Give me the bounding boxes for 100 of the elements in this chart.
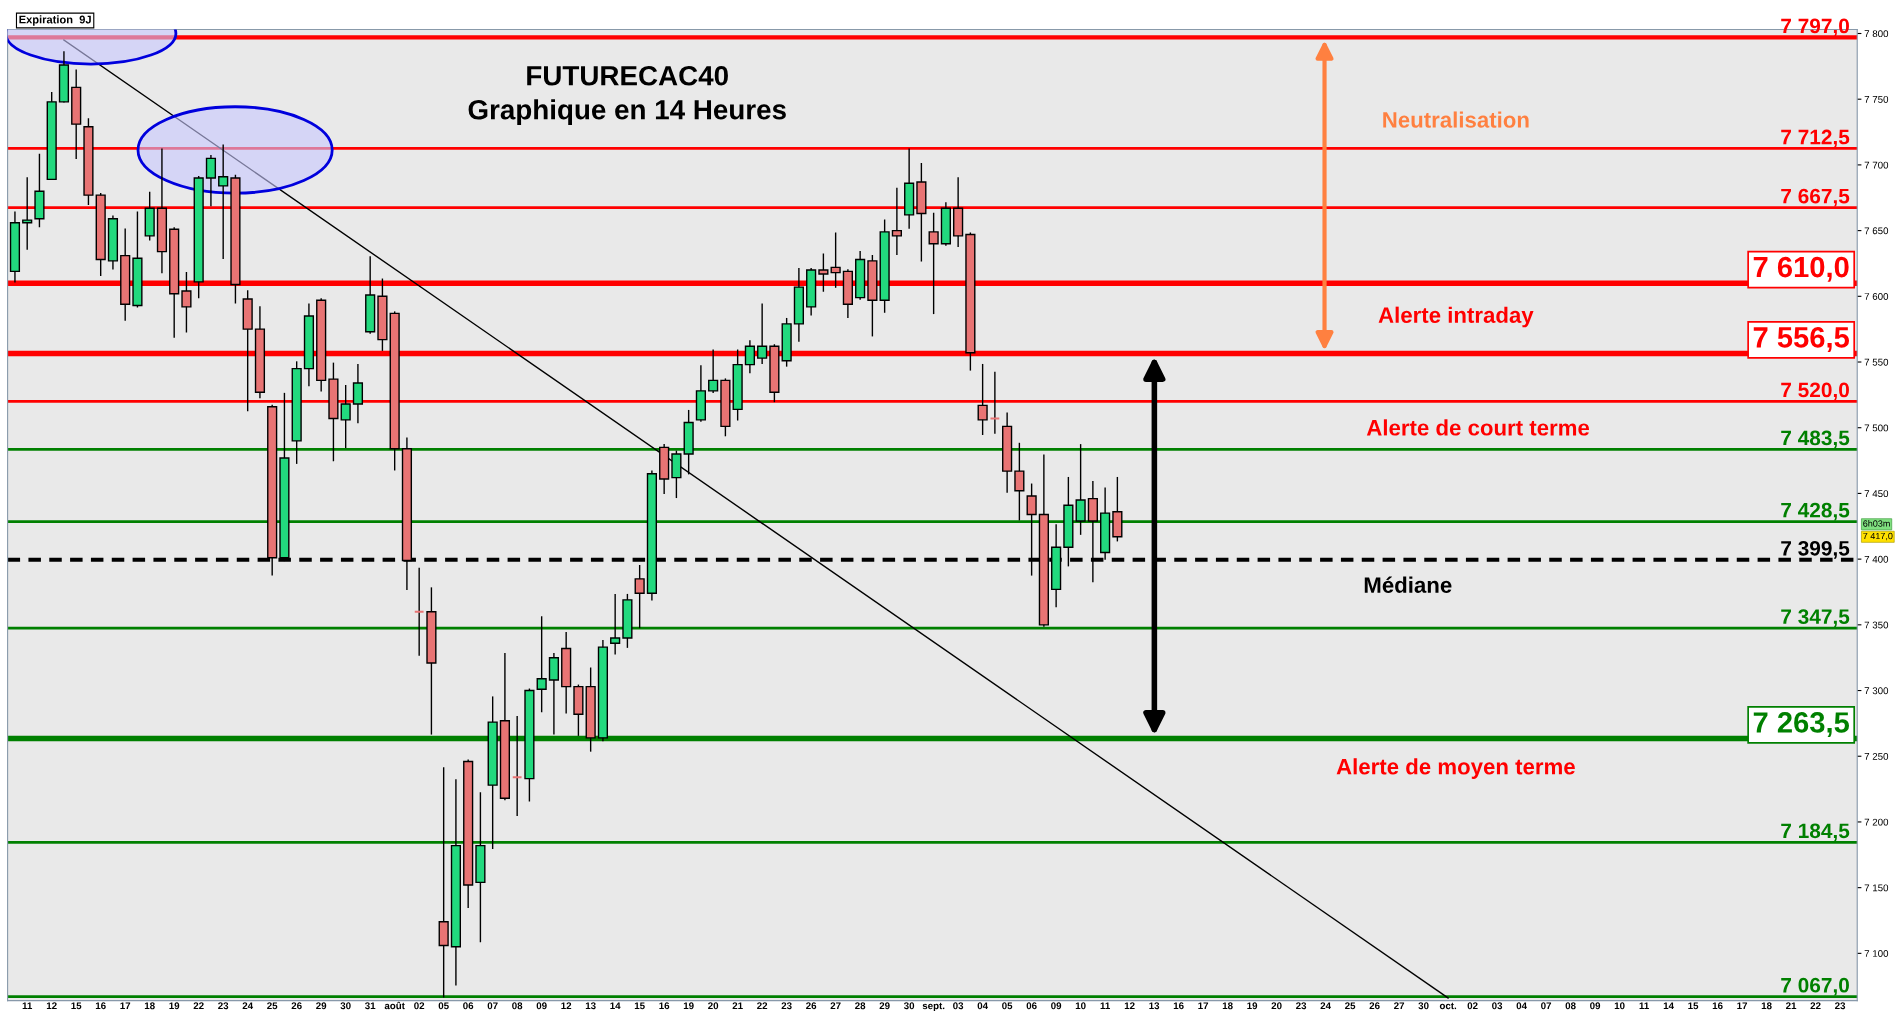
x-tick-label: 06 (463, 1002, 474, 1010)
x-tick-label: 21 (1786, 1002, 1797, 1010)
annotation: Médiane (1364, 576, 1452, 593)
x-tick-label: 18 (144, 1002, 155, 1010)
ref-line-label: 7 263,5 (1753, 712, 1850, 737)
x-tick-label: 04 (977, 1002, 988, 1010)
x-tick-label: 17 (120, 1002, 131, 1010)
x-tick-label: 31 (364, 1002, 376, 1010)
x-tick-label: 17 (1198, 1002, 1209, 1010)
x-tick-label: 13 (1149, 1002, 1160, 1010)
x-tick-label: 11 (22, 1002, 33, 1010)
y-tick-label: 7 150 (1864, 884, 1889, 892)
y-tick-label: 7 500 (1864, 424, 1889, 432)
x-tick-label: 04 (1516, 1002, 1527, 1010)
candlestick (744, 340, 756, 374)
x-tick-label: 03 (1492, 1002, 1503, 1010)
ref-line-label: 7 067,0 (1781, 977, 1849, 996)
candlestick (977, 363, 988, 435)
candlestick (830, 232, 841, 288)
x-tick-label: 18 (1761, 1002, 1772, 1010)
x-tick-label: 27 (1394, 1002, 1405, 1010)
text: 6h03m (1863, 520, 1890, 527)
x-tick-label: 23 (1296, 1002, 1307, 1010)
x-tick-label: 15 (634, 1002, 645, 1010)
candlestick (536, 616, 547, 713)
ref-line-label: 7 556,5 (1753, 327, 1850, 352)
candlestick (22, 177, 33, 250)
x-tick-label: 09 (1590, 1002, 1601, 1010)
candlestick (1014, 442, 1025, 521)
x-tick-label: 16 (1173, 1002, 1184, 1010)
x-tick-label: 13 (585, 1002, 596, 1010)
x-tick-label: oct. (1439, 1002, 1457, 1010)
x-tick-label: 29 (316, 1002, 327, 1010)
ref-line-label: 7 428,5 (1781, 502, 1850, 521)
x-tick-label: 10 (1614, 1002, 1625, 1010)
x-tick-label: 28 (855, 1002, 866, 1010)
x-tick-label: 07 (487, 1002, 498, 1010)
y-tick-label: 7 750 (1864, 95, 1889, 103)
y-tick-label: 7 450 (1864, 490, 1889, 498)
x-tick-label: 15 (71, 1002, 82, 1010)
y-tick-label: 7 350 (1864, 621, 1889, 629)
x-tick-label: 18 (1222, 1002, 1233, 1010)
x-tick-label: 16 (95, 1002, 106, 1010)
ref-line-label: 7 667,5 (1781, 188, 1850, 207)
x-tick-label: 05 (1002, 1002, 1013, 1010)
candlestick (548, 653, 560, 735)
x-tick-label: août (384, 1001, 405, 1010)
x-tick-label: 11 (1100, 1002, 1110, 1010)
x-tick-label: 20 (1271, 1002, 1282, 1010)
y-tick-label: 7 650 (1864, 227, 1889, 235)
x-tick-label: 10 (1075, 1002, 1086, 1010)
x-tick-label: 25 (267, 1002, 278, 1010)
ref-line-label: 7 184,5 (1781, 823, 1850, 842)
annotation: Alerte intraday (1378, 306, 1534, 328)
ref-line-label: 7 520,0 (1781, 382, 1849, 401)
ref-line-label: 7 347,5 (1781, 609, 1850, 628)
candlestick (891, 187, 902, 255)
x-tick-label: 09 (1051, 1002, 1062, 1010)
x-tick-label: 09 (536, 1002, 547, 1010)
x-tick-label: 17 (1737, 1002, 1748, 1010)
y-tick-label: 7 800 (1864, 30, 1889, 38)
x-tick-label: 24 (1320, 1002, 1331, 1010)
y-tick-label: 7 600 (1864, 293, 1889, 300)
ref-line-label: 7 797,0 (1781, 18, 1849, 37)
text: FUTURECAC40 (527, 65, 728, 86)
x-tick-label: 23 (218, 1002, 229, 1010)
x-tick-label: 02 (414, 1002, 425, 1010)
annotation: Neutralisation (1383, 111, 1529, 128)
ref-line-label: 7 483,5 (1781, 430, 1850, 449)
candlestick (181, 271, 192, 333)
x-tick-label: 19 (1247, 1002, 1258, 1010)
y-tick-label: 7 100 (1864, 950, 1889, 957)
text: 7 417,0 (1863, 532, 1893, 541)
ref-line-label: 7 610,0 (1753, 256, 1849, 282)
x-tick-label: 03 (953, 1002, 964, 1010)
candlestick (928, 212, 939, 315)
y-tick-label: 7 200 (1864, 818, 1889, 826)
candlestick (610, 593, 621, 655)
x-tick-label: 30 (1418, 1002, 1429, 1010)
x-tick-label: 15 (1688, 1002, 1699, 1010)
y-tick-label: 7 700 (1864, 161, 1889, 169)
x-tick-label: 24 (242, 1002, 254, 1010)
candlestick (634, 565, 645, 629)
x-tick-label: 26 (1369, 1002, 1380, 1010)
y-tick-label: 7 250 (1864, 752, 1889, 760)
x-tick-label: 19 (169, 1002, 180, 1010)
candlestick (757, 303, 768, 365)
x-tick-label: 30 (903, 1002, 915, 1010)
x-tick-label: 19 (683, 1002, 694, 1010)
candlestick (205, 155, 217, 207)
candlestick (1075, 444, 1086, 535)
candlestick (352, 363, 364, 424)
candlestick (708, 349, 719, 393)
x-tick-label: 22 (757, 1002, 768, 1010)
y-tick-label: 7 550 (1864, 358, 1889, 366)
x-tick-label: 05 (438, 1002, 449, 1010)
x-tick-label: 16 (1712, 1002, 1723, 1010)
x-tick-label: 20 (708, 1002, 719, 1010)
ref-line-label: 7 712,5 (1781, 129, 1850, 148)
x-tick-label: 30 (340, 1002, 351, 1010)
